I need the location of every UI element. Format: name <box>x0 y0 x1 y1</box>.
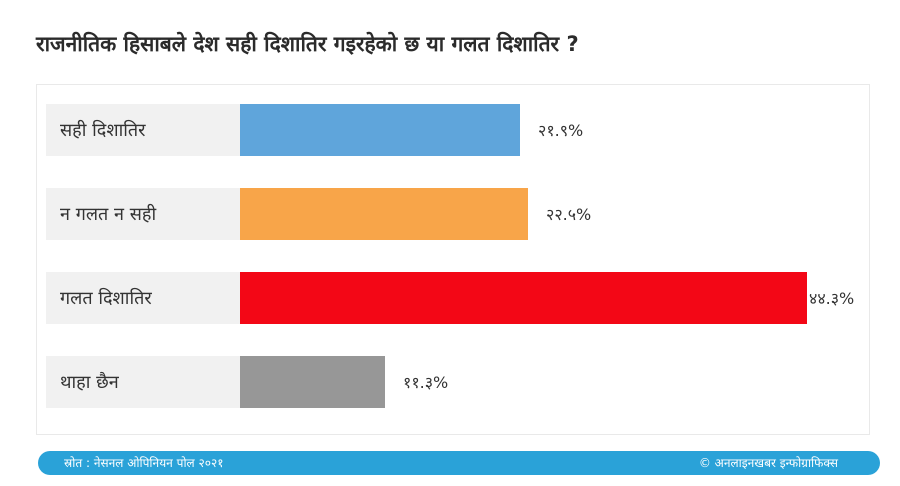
value-label: ११.३% <box>403 373 449 392</box>
value-label: २१.९% <box>538 121 584 140</box>
category-label: न गलत न सही <box>46 188 240 240</box>
category-label: सही दिशातिर <box>46 104 240 156</box>
bar <box>240 272 807 324</box>
category-label: थाहा छैन <box>46 356 240 408</box>
source-text: स्रोत : नेसनल ओपिनियन पोल २०२१ <box>64 456 224 470</box>
value-label: २२.५% <box>546 205 592 224</box>
bar <box>240 188 528 240</box>
footer-bar: स्रोत : नेसनल ओपिनियन पोल २०२१ © अनलाइनख… <box>38 451 880 475</box>
bar <box>240 356 385 408</box>
bar <box>240 104 520 156</box>
credit-text: © अनलाइनखबर इन्फोग्राफिक्स <box>698 456 838 470</box>
category-label: गलत दिशातिर <box>46 272 240 324</box>
value-label: ४४.३% <box>809 289 855 308</box>
chart-title: राजनीतिक हिसाबले देश सही दिशातिर गइरहेको… <box>36 32 579 56</box>
